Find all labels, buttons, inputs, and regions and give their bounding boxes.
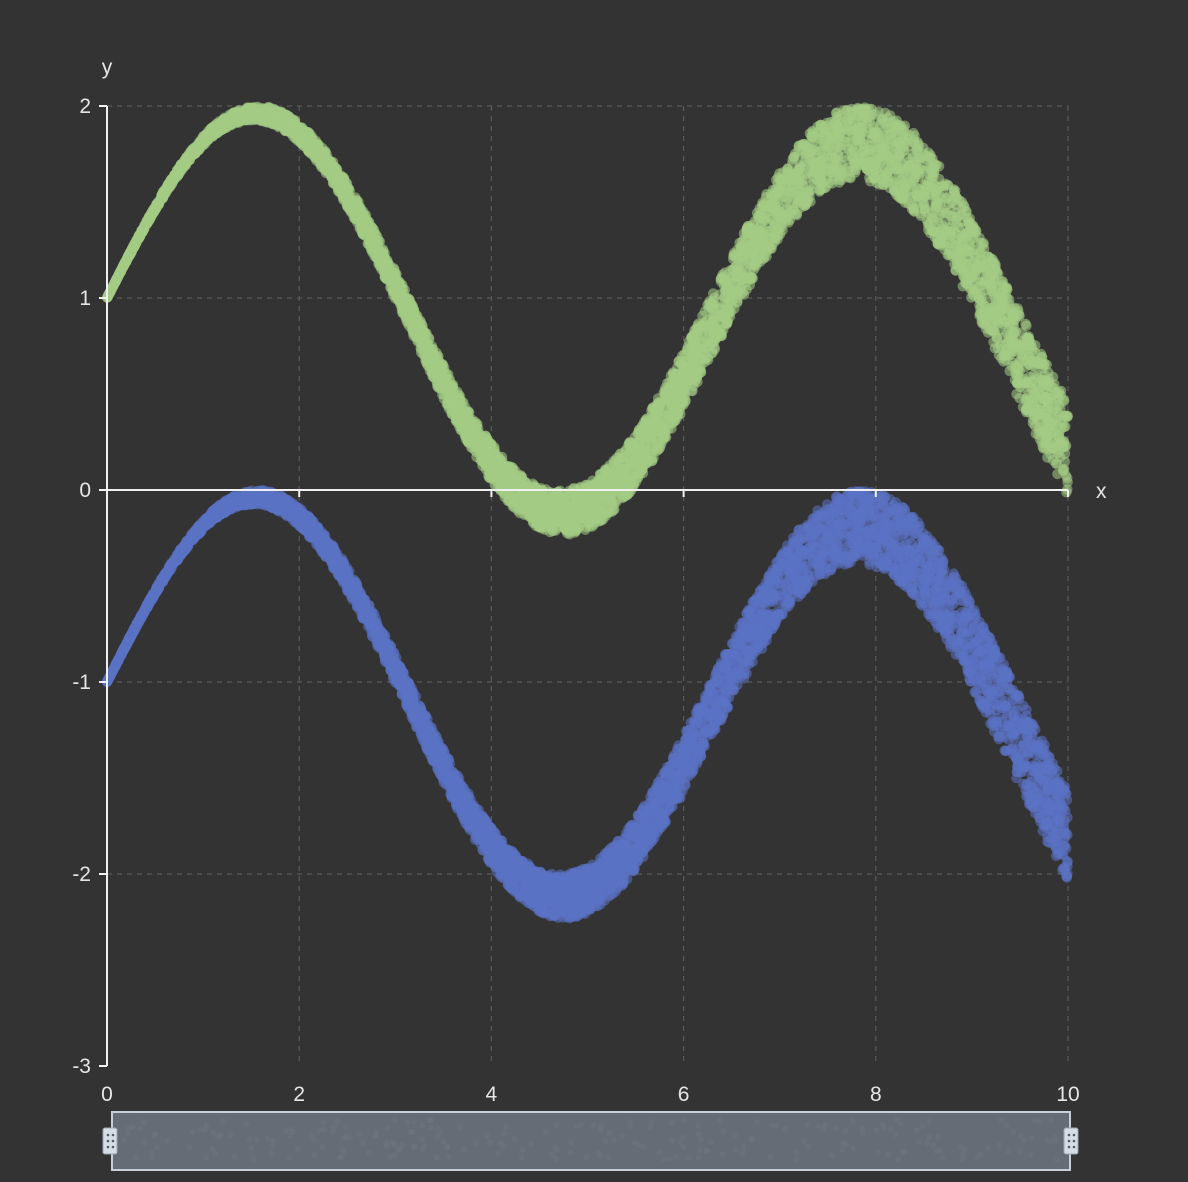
data-point	[1011, 388, 1022, 400]
data-point	[709, 292, 720, 303]
data-point	[842, 122, 853, 133]
data-point	[775, 213, 787, 224]
data-point	[888, 177, 899, 189]
data-point	[1051, 457, 1062, 469]
data-point	[469, 430, 480, 442]
series-0	[102, 101, 1074, 540]
data-point	[866, 128, 878, 139]
data-point	[742, 262, 753, 273]
data-point	[861, 118, 873, 129]
data-point	[840, 136, 851, 147]
data-point	[869, 165, 880, 176]
data-point	[694, 323, 705, 334]
data-point	[618, 489, 630, 501]
data-point	[932, 197, 944, 208]
data-point	[1062, 477, 1073, 488]
data-point	[664, 377, 675, 388]
data-point	[863, 145, 874, 156]
data-point	[1021, 320, 1032, 331]
data-point	[974, 274, 985, 285]
data-point	[388, 263, 399, 274]
data-point	[688, 332, 699, 343]
data-point	[1042, 397, 1053, 408]
data-point	[993, 349, 1005, 361]
data-point	[767, 201, 778, 213]
data-point	[1013, 369, 1024, 380]
data-point	[1053, 400, 1065, 411]
data-point	[862, 155, 874, 167]
data-point	[876, 151, 887, 162]
data-point	[859, 102, 871, 113]
data-point	[613, 452, 624, 463]
data-point	[601, 474, 613, 486]
data-point	[843, 165, 855, 177]
data-point	[910, 158, 922, 170]
data-point	[997, 281, 1008, 292]
data-points	[101, 101, 1074, 924]
data-point	[793, 195, 804, 206]
data-point	[781, 193, 793, 205]
data-point	[935, 209, 946, 220]
data-point	[463, 411, 474, 422]
data-point	[741, 284, 752, 295]
data-point	[1000, 316, 1011, 328]
data-point	[1027, 376, 1038, 387]
data-point	[715, 302, 726, 313]
data-point	[822, 138, 834, 150]
data-point	[769, 227, 780, 238]
data-point	[946, 238, 958, 249]
data-point	[516, 471, 527, 483]
data-point	[942, 226, 953, 237]
data-point	[1061, 487, 1072, 498]
data-point	[879, 164, 891, 176]
data-point	[985, 283, 996, 294]
data-point	[445, 387, 457, 398]
data-point	[928, 162, 939, 173]
data-point	[1058, 465, 1069, 477]
data-point	[933, 217, 944, 229]
data-point	[393, 276, 404, 287]
data-point	[716, 330, 727, 342]
data-point	[853, 150, 865, 161]
data-point	[830, 130, 841, 141]
data-point	[719, 313, 730, 324]
data-point	[988, 336, 999, 348]
data-point	[818, 123, 829, 134]
data-point	[758, 200, 769, 212]
data-point	[988, 266, 999, 278]
data-point	[1013, 305, 1024, 317]
data-point	[352, 217, 363, 228]
data-point	[692, 371, 703, 383]
data-point	[652, 398, 663, 409]
data-point	[985, 306, 997, 318]
data-point	[832, 149, 844, 161]
data-point	[987, 254, 998, 265]
data-point	[915, 210, 926, 221]
data-point	[531, 494, 542, 506]
